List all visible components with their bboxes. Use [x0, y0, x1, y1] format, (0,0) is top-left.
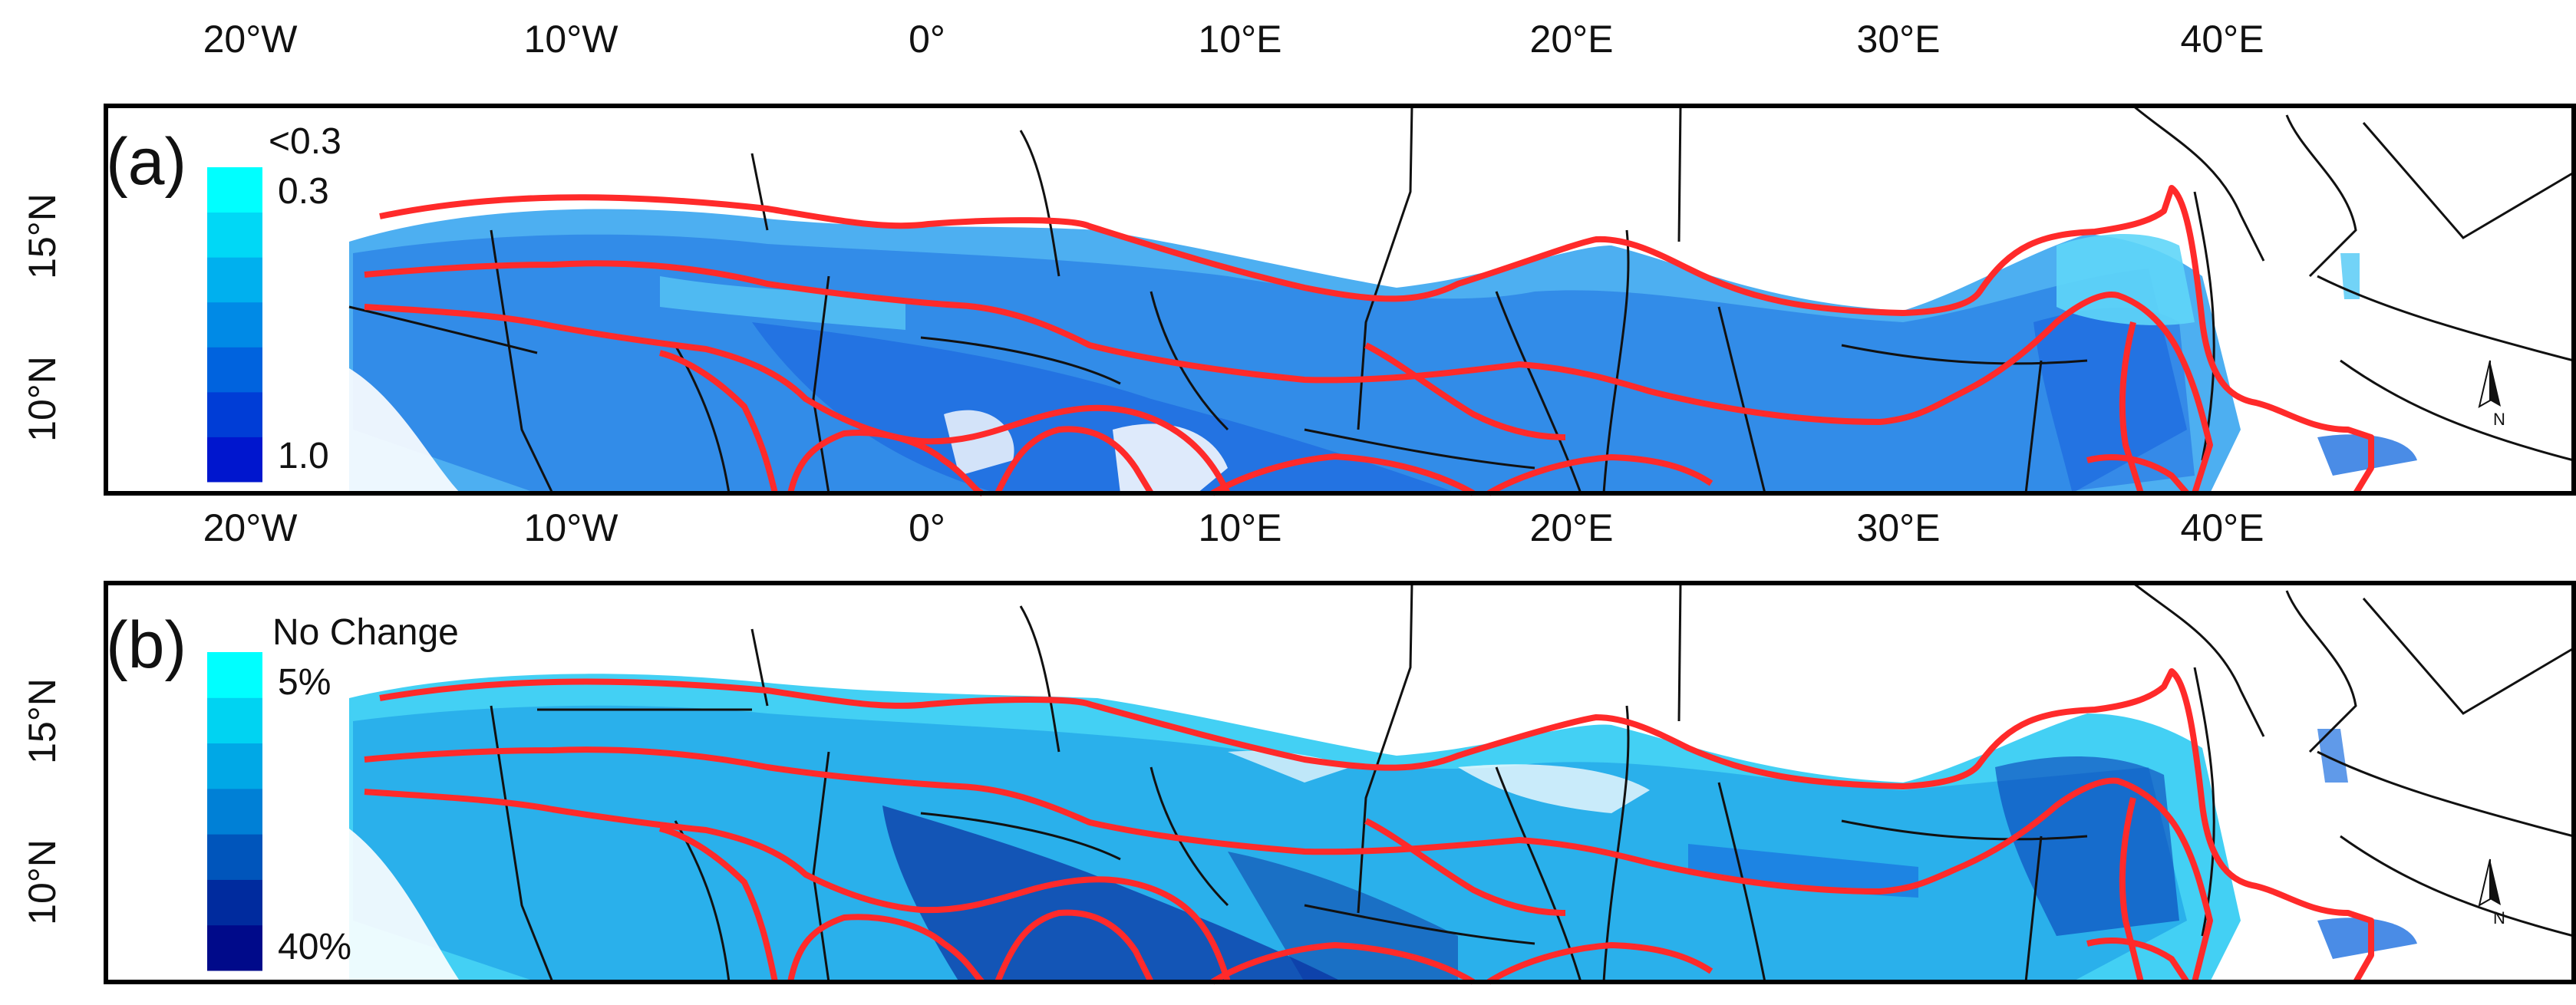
panel-frame: [104, 104, 2576, 496]
lat-tick-15n: 15°N: [21, 678, 64, 764]
lon-tick-20w: 20°W: [203, 506, 298, 549]
lon-axis-top-a: 20°W 10°W 0° 10°E 20°E 30°E 40°E: [203, 18, 2264, 61]
legend-swatch-3: [207, 257, 262, 303]
north-arrow-label: N: [2493, 908, 2505, 928]
lat-tick-10n: 10°N: [21, 839, 64, 925]
legend-swatch-6: [207, 391, 262, 437]
legend-swatch-7: [207, 924, 262, 971]
legend-swatch-4: [207, 788, 262, 835]
legend-label-top: <0.3: [269, 121, 341, 162]
legend-swatch-5: [207, 834, 262, 880]
legend-swatch-5: [207, 347, 262, 393]
lon-tick-20e: 20°E: [1530, 18, 1614, 61]
lon-tick-30e: 30°E: [1857, 18, 1941, 61]
legend-swatch-6: [207, 879, 262, 926]
lat-tick-15n: 15°N: [21, 193, 64, 279]
legend-label-mid: 0.3: [278, 171, 329, 212]
legend-label-bottom: 1.0: [278, 436, 329, 476]
legend-swatch-1: [207, 652, 262, 698]
map-panel-a: (a) <0.3 0.3 1.0 N: [104, 104, 2576, 496]
legend-swatch-2: [207, 212, 262, 258]
panel-label-b: (b): [106, 608, 186, 682]
panel-frame: [104, 581, 2576, 984]
legend-label-top: No Change: [272, 612, 459, 653]
legend-b: No Change 5% 40%: [207, 612, 459, 971]
panel-label-a: (a): [106, 125, 186, 199]
lon-tick-0: 0°: [909, 506, 945, 549]
legend-a: <0.3 0.3 1.0: [207, 121, 341, 483]
legend-swatch-2: [207, 697, 262, 744]
lon-tick-40e: 40°E: [2181, 506, 2264, 549]
lat-tick-10n: 10°N: [21, 356, 64, 442]
map-panel-b: (b) No Change 5% 40% N: [104, 581, 2576, 985]
zone-boundaries: [364, 185, 2374, 496]
north-arrow-label: N: [2493, 410, 2505, 429]
lon-tick-30e: 30°E: [1857, 506, 1941, 549]
lon-tick-20w: 20°W: [203, 18, 298, 61]
lon-tick-20e: 20°E: [1530, 506, 1614, 549]
legend-swatch-4: [207, 302, 262, 348]
legend-label-mid: 5%: [278, 662, 331, 703]
country-borders: [490, 582, 2574, 983]
zone-boundaries: [364, 668, 2374, 985]
legend-swatch-7: [207, 437, 262, 483]
legend-swatch-1: [207, 167, 262, 213]
north-arrow-a: N: [2478, 360, 2505, 429]
lon-axis-mid: 20°W 10°W 0° 10°E 20°E 30°E 40°E: [203, 506, 2264, 549]
lon-tick-10e: 10°E: [1199, 18, 1282, 61]
lat-axis-b: 15°N 10°N: [21, 678, 64, 925]
lon-tick-10w: 10°W: [524, 506, 619, 549]
country-borders: [348, 104, 2574, 494]
lat-axis-a: 15°N 10°N: [21, 193, 64, 442]
lon-tick-10w: 10°W: [524, 18, 619, 61]
legend-label-bottom: 40%: [278, 927, 351, 967]
lon-tick-10e: 10°E: [1199, 506, 1282, 549]
lon-tick-40e: 40°E: [2181, 18, 2264, 61]
lon-tick-0: 0°: [909, 18, 945, 61]
legend-swatch-3: [207, 743, 262, 789]
north-arrow-b: N: [2478, 858, 2505, 928]
